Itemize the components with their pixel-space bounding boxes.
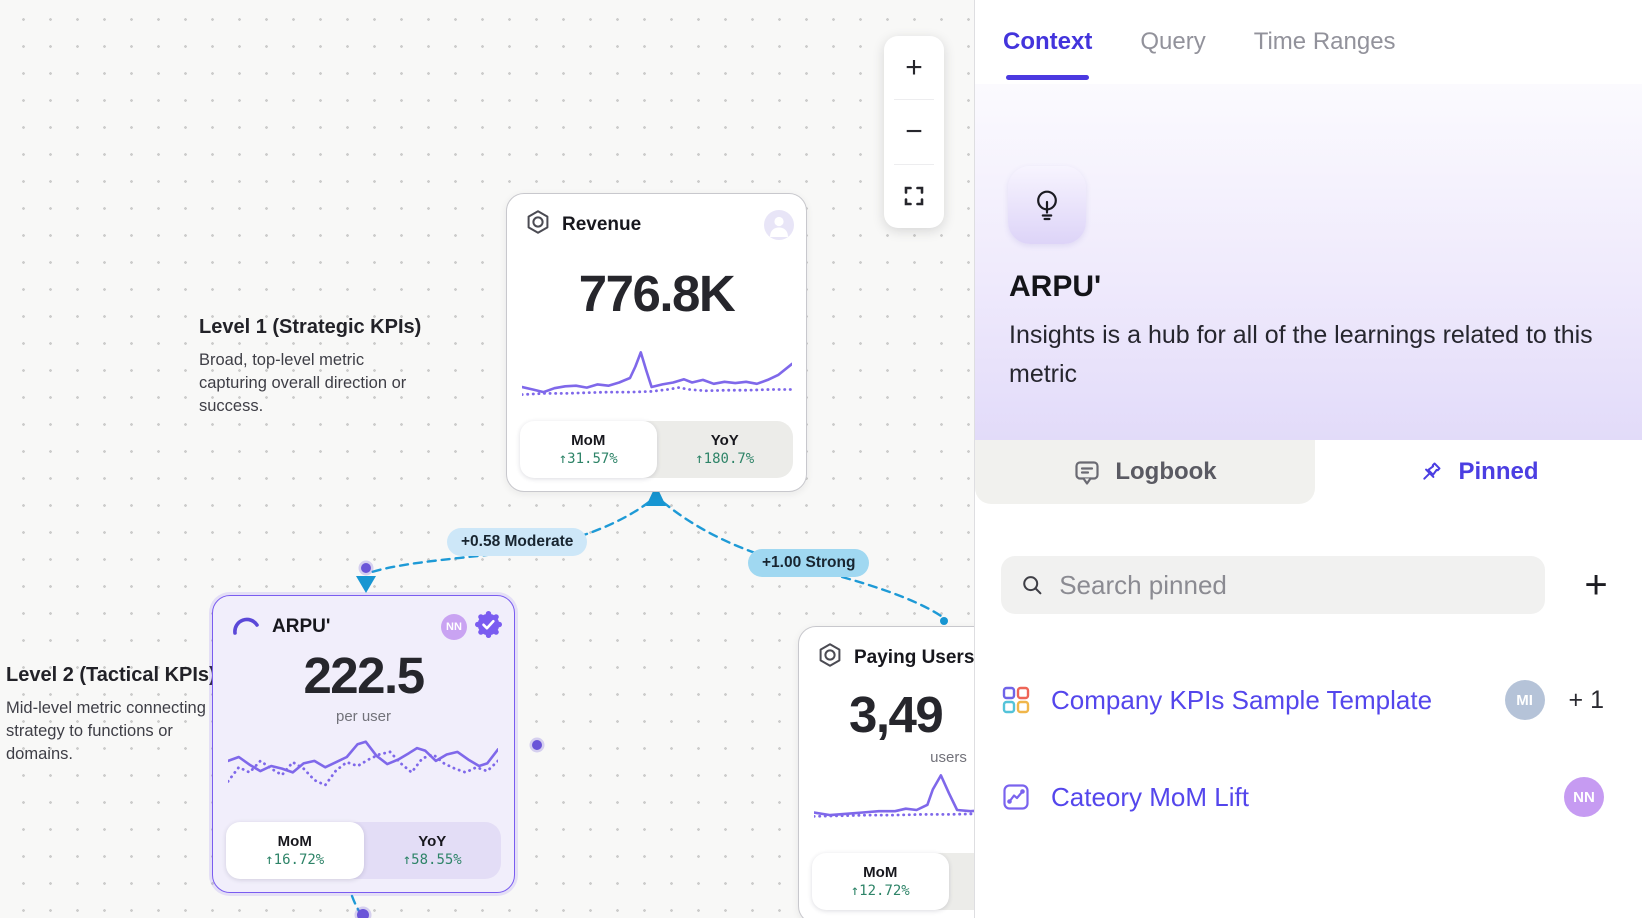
lightbulb-icon bbox=[1037, 190, 1057, 221]
metric-tree-canvas[interactable]: Level 1 (Strategic KPIs) Broad, top-leve… bbox=[0, 0, 974, 918]
metric-value: 222.5 bbox=[303, 647, 425, 704]
pinned-item-label: Company KPIs Sample Template bbox=[1051, 684, 1433, 715]
metric-footer: MoM ↑16.72% YoY ↑58.55% bbox=[226, 822, 501, 879]
search-pinned-box bbox=[1001, 556, 1545, 614]
add-pinned-button[interactable]: + bbox=[1584, 562, 1608, 607]
edge-handle-dot bbox=[529, 737, 545, 753]
arrowhead-down-icon bbox=[356, 576, 376, 593]
mom-toggle[interactable]: MoM ↑31.57% bbox=[520, 421, 657, 478]
sparkline-chart bbox=[522, 351, 792, 396]
metric-footer: MoM ↑12.72% bbox=[812, 853, 974, 910]
owner-avatar-icon bbox=[764, 209, 794, 240]
logbook-pinned-tabs: Logbook Pinned bbox=[975, 440, 1642, 504]
collaborator-avatar: NN bbox=[441, 614, 467, 640]
insight-icon-tile bbox=[1008, 166, 1086, 244]
avatar: MI bbox=[1504, 680, 1545, 720]
metric-description: Insights is a hub for all of the learnin… bbox=[1009, 321, 1593, 388]
search-icon bbox=[1023, 576, 1042, 595]
level2-title: Level 2 (Tactical KPIs) bbox=[6, 664, 216, 686]
level1-description: Broad, top-level metric capturing overal… bbox=[199, 351, 407, 415]
tab-logbook[interactable]: Logbook bbox=[975, 440, 1315, 504]
metric-card-paying-users[interactable]: Paying Users' 3,49 users MoM ↑12.72% bbox=[798, 626, 974, 918]
yoy-toggle[interactable] bbox=[949, 853, 975, 910]
avatar: NN bbox=[1564, 777, 1604, 817]
pinned-item-category-mom-lift[interactable]: Cateory MoM Lift NN bbox=[1001, 769, 1604, 825]
hexagon-metric-icon bbox=[817, 642, 843, 673]
canvas-zoom-toolbar: + − bbox=[884, 36, 944, 228]
metric-card-title: ARPU' bbox=[272, 616, 331, 637]
metric-card-title: Revenue bbox=[562, 213, 642, 235]
mom-delta: ↑16.72% bbox=[265, 852, 325, 868]
level1-title: Level 1 (Strategic KPIs) bbox=[199, 316, 422, 338]
zoom-out-button[interactable]: − bbox=[905, 114, 923, 148]
metric-unit: per user bbox=[335, 708, 392, 725]
template-grid-icon bbox=[1002, 686, 1030, 714]
metric-name-heading: ARPU' bbox=[1009, 270, 1102, 303]
metric-footer: MoM ↑31.57% YoY ↑180.7% bbox=[520, 421, 793, 478]
yoy-delta: ↑180.7% bbox=[695, 451, 755, 467]
level2-description: Mid-level metric connecting strategy to … bbox=[6, 699, 206, 763]
edge-handle-dot bbox=[354, 906, 372, 918]
yoy-toggle[interactable]: YoY ↑58.55% bbox=[402, 833, 462, 868]
level2-annotation: Level 2 (Tactical KPIs) Mid-level metric… bbox=[6, 664, 236, 766]
metric-value: 776.8K bbox=[578, 265, 736, 322]
metric-value: 3,49 bbox=[849, 686, 944, 743]
sparkline-chart bbox=[228, 740, 498, 787]
tab-pinned[interactable]: Pinned bbox=[1315, 440, 1642, 504]
yoy-toggle[interactable]: YoY ↑180.7% bbox=[695, 432, 755, 467]
metric-card-revenue[interactable]: Revenue 776.8K MoM ↑31.57% YoY ↑180.7 bbox=[506, 193, 807, 492]
mom-toggle[interactable]: MoM ↑16.72% bbox=[226, 822, 364, 879]
correlation-label-moderate: +0.58 Moderate bbox=[447, 528, 588, 556]
divider bbox=[894, 99, 934, 101]
sparkline-chart bbox=[814, 774, 974, 818]
hexagon-metric-icon bbox=[525, 209, 551, 240]
fit-view-button[interactable] bbox=[884, 165, 944, 228]
metric-context-header: ARPU' Insights is a hub for all of the l… bbox=[975, 84, 1642, 440]
mom-toggle[interactable]: MoM ↑12.72% bbox=[812, 853, 949, 910]
metric-card-title: Paying Users' bbox=[854, 646, 974, 668]
search-pinned-input[interactable] bbox=[1059, 569, 1525, 601]
mom-delta: ↑31.57% bbox=[558, 451, 618, 467]
more-collaborators-count: + 1 bbox=[1568, 685, 1604, 714]
pinned-item-company-kpis[interactable]: Company KPIs Sample Template MI + 1 bbox=[1001, 672, 1604, 728]
panel-tab-bar: Context Query Time Ranges bbox=[975, 0, 1642, 84]
tab-query[interactable]: Query bbox=[1140, 28, 1206, 55]
pinned-item-label: Cateory MoM Lift bbox=[1051, 781, 1249, 812]
tab-context[interactable]: Context bbox=[1003, 28, 1093, 80]
chart-trend-icon bbox=[1003, 784, 1029, 810]
tab-time-ranges[interactable]: Time Ranges bbox=[1253, 28, 1396, 55]
correlation-label-strong: +1.00 Strong bbox=[748, 549, 870, 577]
mom-delta: ↑12.72% bbox=[850, 883, 910, 899]
divider bbox=[894, 163, 934, 165]
detail-panel: Context Query Time Ranges ARPU' Insights… bbox=[974, 0, 1642, 918]
level1-annotation: Level 1 (Strategic KPIs) Broad, top-leve… bbox=[199, 316, 435, 418]
arc-metric-icon bbox=[231, 612, 261, 643]
verified-badge-icon bbox=[475, 611, 502, 643]
logbook-bubble-icon bbox=[1075, 461, 1099, 485]
yoy-delta: ↑58.55% bbox=[402, 852, 462, 868]
fullscreen-icon bbox=[904, 187, 924, 206]
metric-unit: users bbox=[930, 749, 967, 766]
zoom-in-button[interactable]: + bbox=[905, 50, 923, 84]
edge-handle-dot bbox=[358, 560, 374, 576]
metric-card-arpu[interactable]: ARPU' NN 222.5 per user bbox=[212, 595, 515, 893]
pushpin-icon bbox=[1423, 462, 1441, 480]
